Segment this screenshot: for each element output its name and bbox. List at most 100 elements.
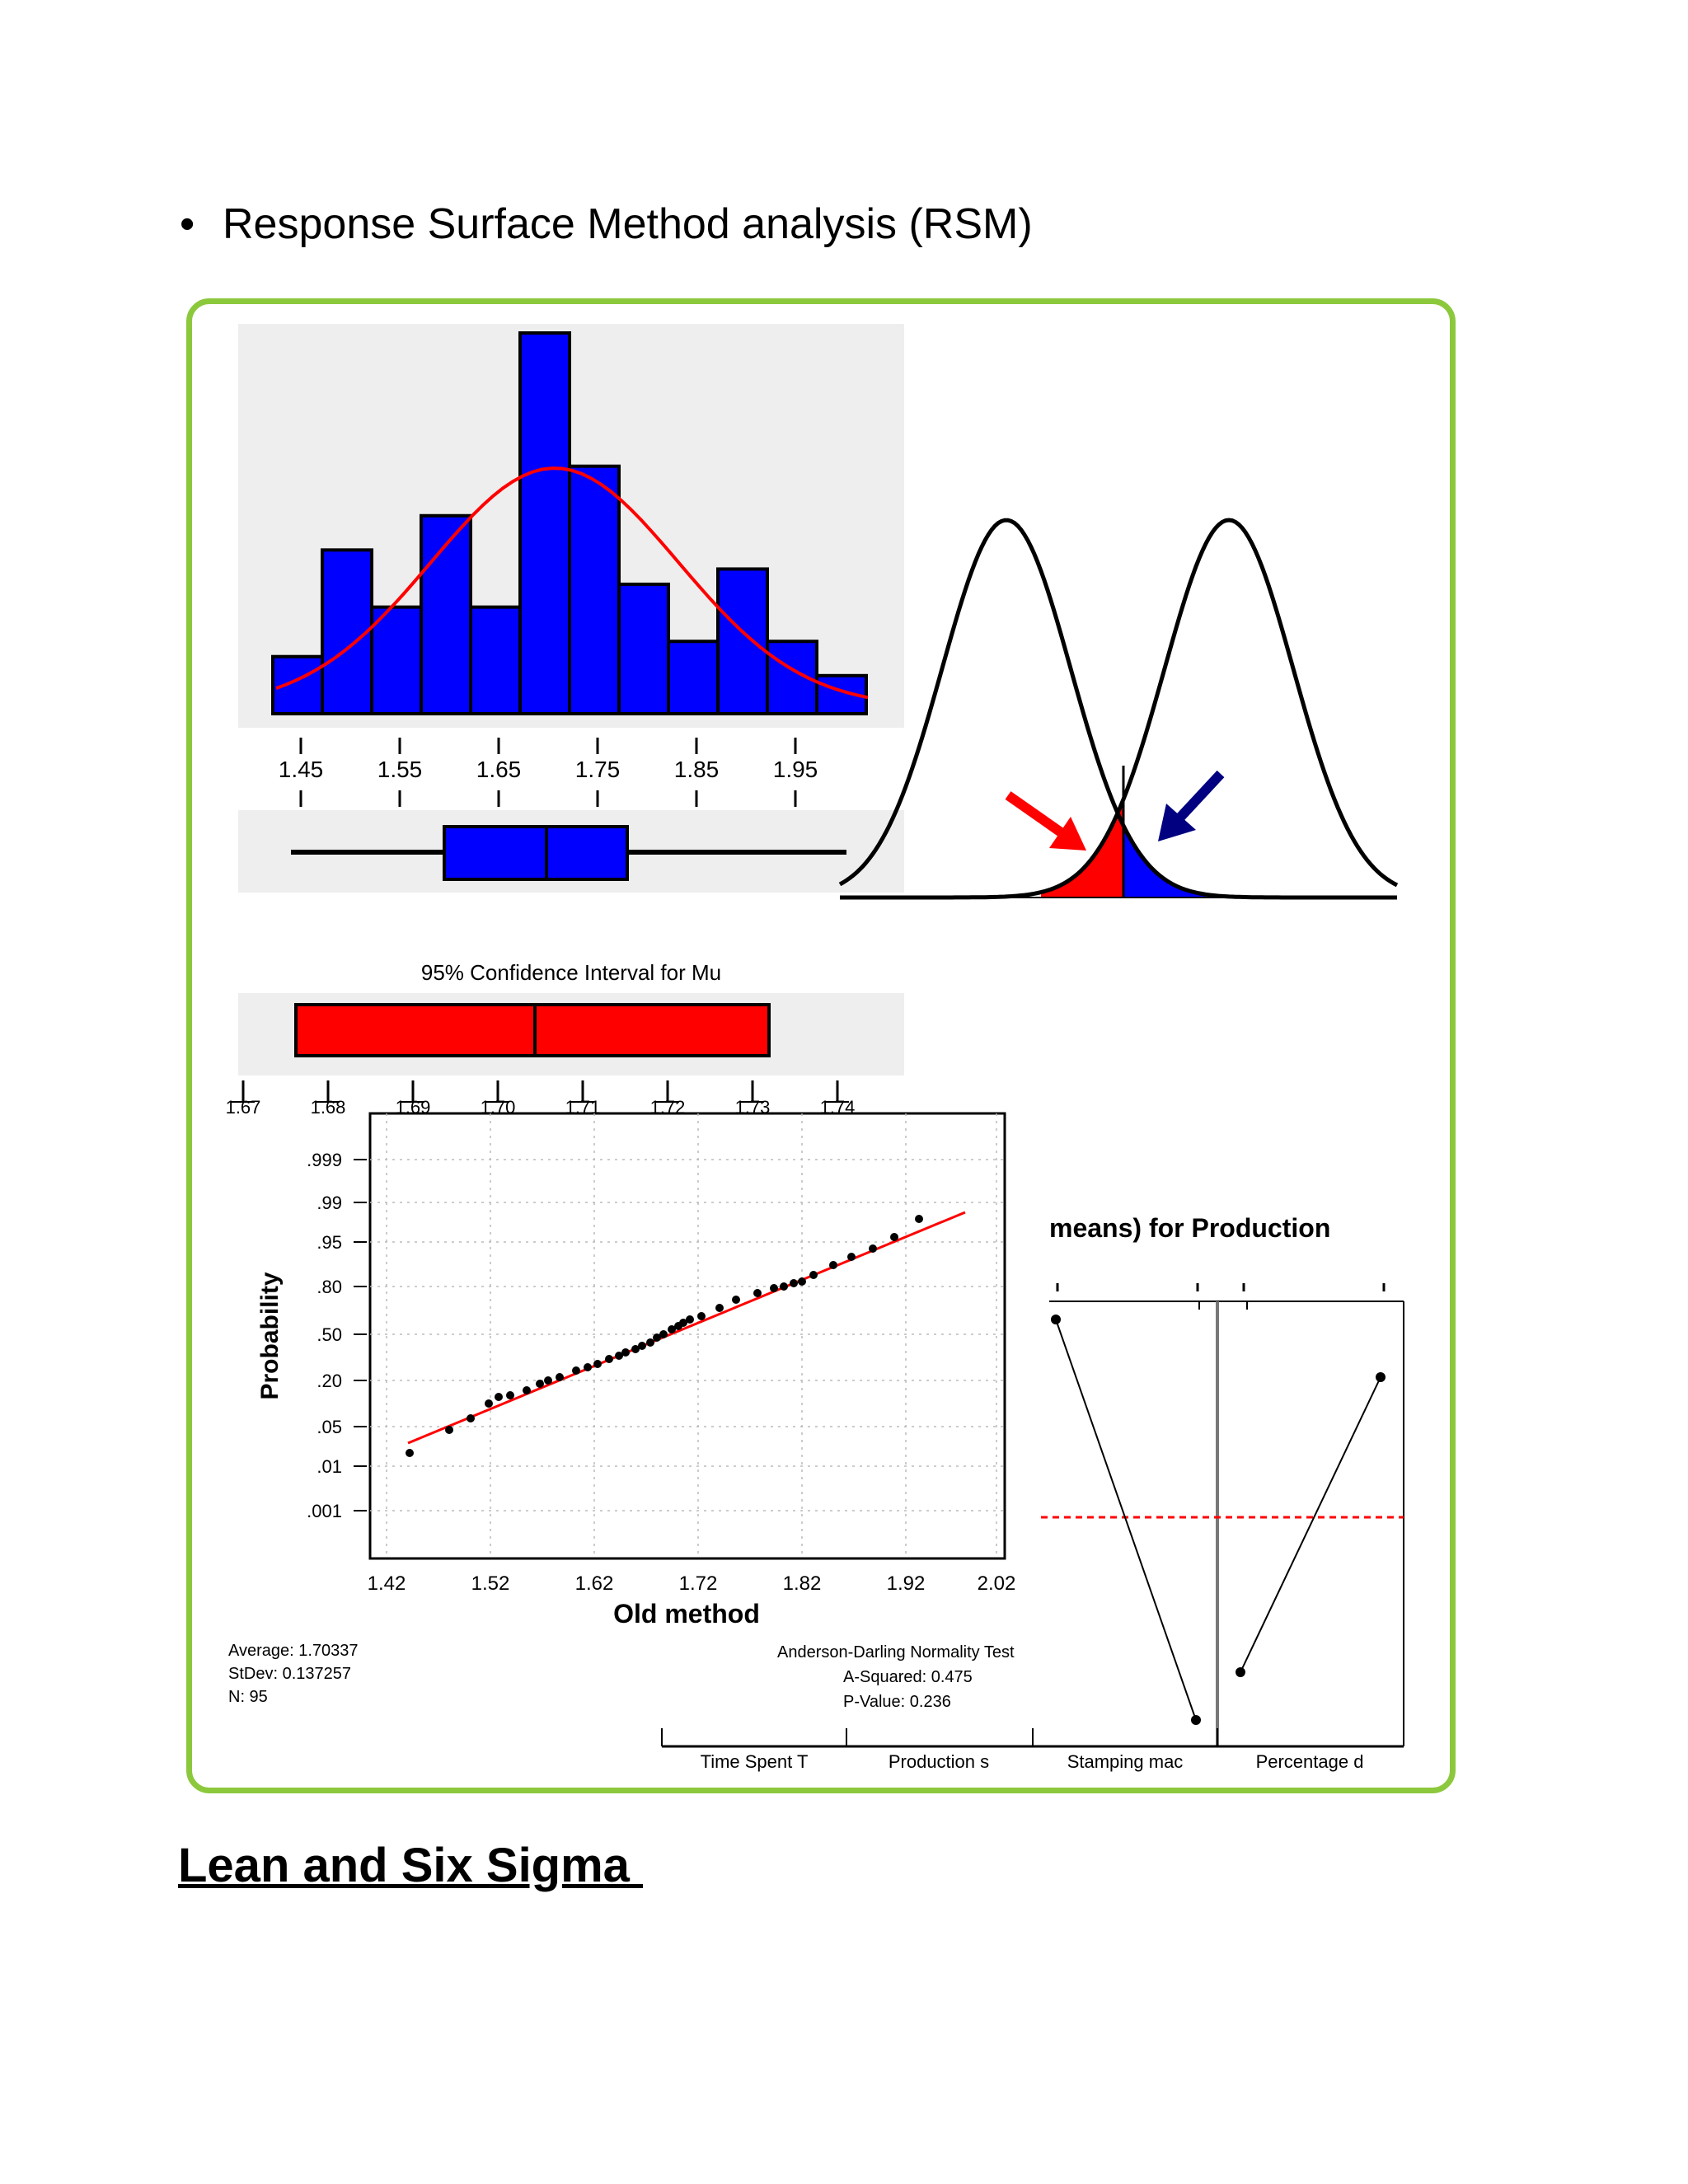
stat-line: StDev: 0.137257 xyxy=(228,1665,351,1683)
main-effects-line-2 xyxy=(1240,1376,1381,1673)
y-tick-label: .99 xyxy=(316,1193,342,1213)
probability-xlabel: Old method xyxy=(613,1599,760,1629)
y-tick-label: .001 xyxy=(307,1501,342,1521)
main-effects-line-1 xyxy=(1055,1319,1197,1721)
ci-title: 95% Confidence Interval for Mu xyxy=(421,960,721,985)
bullet-dot: • xyxy=(180,200,195,248)
rsm-figure: 1.45 1.55 1.65 1.75 1.85 1.95 xyxy=(226,324,1404,1772)
probability-point xyxy=(697,1312,706,1320)
probability-point xyxy=(605,1355,613,1363)
y-tick-label: .05 xyxy=(316,1417,342,1437)
red-arrow-icon xyxy=(1005,791,1086,851)
main-effects-plot: means) for Production xyxy=(661,1213,1404,1772)
probability-point xyxy=(495,1393,503,1401)
histogram-bar xyxy=(370,605,423,716)
confidence-interval: 95% Confidence Interval for Mu 1.67 1.68 1… xyxy=(226,960,904,1118)
probability-point xyxy=(445,1426,453,1434)
ci-tick-label: 1.68 xyxy=(311,1097,346,1118)
histogram-tick-label: 1.95 xyxy=(773,757,818,782)
probability-point xyxy=(615,1352,623,1360)
probability-x-ticks: 1.42 1.52 1.62 1.72 1.82 1.92 2.02 xyxy=(368,1572,1016,1595)
probability-point xyxy=(798,1277,806,1286)
probability-point xyxy=(829,1261,837,1269)
histogram-bar xyxy=(469,605,522,716)
histogram-bar xyxy=(617,582,670,716)
main-effects-point xyxy=(1051,1315,1061,1324)
histogram-bar xyxy=(716,567,769,715)
probability-point xyxy=(715,1304,724,1312)
histogram-bar xyxy=(518,331,571,715)
probability-point xyxy=(536,1380,544,1388)
x-tick-label: 1.52 xyxy=(471,1572,510,1595)
overlap-curves xyxy=(838,518,1399,900)
probability-point xyxy=(686,1315,694,1324)
main-effects-categories: Time Spent T Production s Stamping mac Perc… xyxy=(701,1751,1364,1772)
x-tick-label: 1.92 xyxy=(887,1572,926,1595)
probability-points xyxy=(406,1215,923,1457)
category-label: Percentage d xyxy=(1256,1751,1364,1772)
main-effects-axes xyxy=(661,1301,1404,1748)
probability-point xyxy=(653,1333,661,1342)
category-label: Time Spent T xyxy=(701,1751,809,1772)
probability-ylabel: Probability xyxy=(256,1272,284,1399)
ci-tick-label: 1.67 xyxy=(226,1097,261,1118)
probability-point xyxy=(467,1414,475,1422)
probability-point xyxy=(584,1363,592,1371)
overlap-red-region xyxy=(1041,799,1123,898)
y-tick-label: .01 xyxy=(316,1456,342,1477)
probability-point xyxy=(646,1338,654,1347)
probability-point xyxy=(406,1449,414,1457)
y-tick-label: .20 xyxy=(316,1371,342,1391)
x-tick-label: 1.72 xyxy=(679,1572,718,1595)
probability-point xyxy=(790,1279,798,1287)
x-tick-label: 1.62 xyxy=(575,1572,614,1595)
probability-point xyxy=(523,1386,531,1394)
probability-point xyxy=(485,1399,493,1408)
main-effects-point xyxy=(1236,1667,1245,1677)
bullet-text: Response Surface Method analysis (RSM) xyxy=(223,200,1033,248)
histogram-bar xyxy=(568,464,621,715)
x-tick-label: 1.82 xyxy=(783,1572,822,1595)
probability-point xyxy=(659,1330,668,1338)
probability-point xyxy=(890,1233,898,1241)
histogram-bar xyxy=(766,640,818,715)
probability-point xyxy=(593,1360,602,1368)
overlap-blue-region xyxy=(1123,825,1206,898)
y-tick-label: .50 xyxy=(316,1324,342,1345)
boxplot xyxy=(238,810,904,893)
y-tick-label: .999 xyxy=(307,1150,342,1170)
histogram-bar xyxy=(815,673,868,715)
category-label: Stamping mac xyxy=(1067,1751,1184,1772)
probability-grid xyxy=(370,1113,1005,1558)
boxplot-box xyxy=(443,825,629,881)
x-tick-label: 1.42 xyxy=(368,1572,406,1595)
normality-test: Anderson-Darling Normality Test A-Squared… xyxy=(777,1643,1015,1711)
probability-point xyxy=(506,1391,514,1399)
histogram: 1.45 1.55 1.65 1.75 1.85 1.95 xyxy=(238,324,904,807)
main-effects-point xyxy=(1191,1715,1201,1725)
figure-frame: 1.45 1.55 1.65 1.75 1.85 1.95 xyxy=(186,298,1456,1793)
ci-bar xyxy=(294,1003,771,1057)
histogram-tick-label: 1.85 xyxy=(674,757,720,782)
probability-point xyxy=(679,1319,687,1327)
probability-point xyxy=(809,1271,818,1279)
probability-point xyxy=(556,1373,564,1381)
y-tick-label: .95 xyxy=(316,1232,342,1253)
histogram-tick-label: 1.65 xyxy=(476,757,522,782)
stat-line: Average: 1.70337 xyxy=(228,1642,359,1660)
y-tick-label: .80 xyxy=(316,1277,342,1297)
probability-point xyxy=(732,1296,740,1304)
probability-point xyxy=(572,1366,580,1375)
probability-point xyxy=(621,1348,630,1357)
section-heading: Lean and Six Sigma xyxy=(178,1839,644,1892)
histogram-fit-curve xyxy=(275,466,869,700)
probability-point xyxy=(770,1284,778,1292)
bullet-item: • Response Surface Method analysis (RSM) xyxy=(180,194,1033,254)
probability-point xyxy=(915,1215,923,1223)
probability-point xyxy=(869,1244,877,1253)
main-effects-point xyxy=(1376,1372,1386,1382)
histogram-tick-label: 1.55 xyxy=(377,757,423,782)
probability-stats: Average: 1.70337 StDev: 0.137257 N: 95 xyxy=(228,1642,359,1706)
histogram-tick-label: 1.75 xyxy=(575,757,621,782)
x-tick-label: 2.02 xyxy=(978,1572,1016,1595)
